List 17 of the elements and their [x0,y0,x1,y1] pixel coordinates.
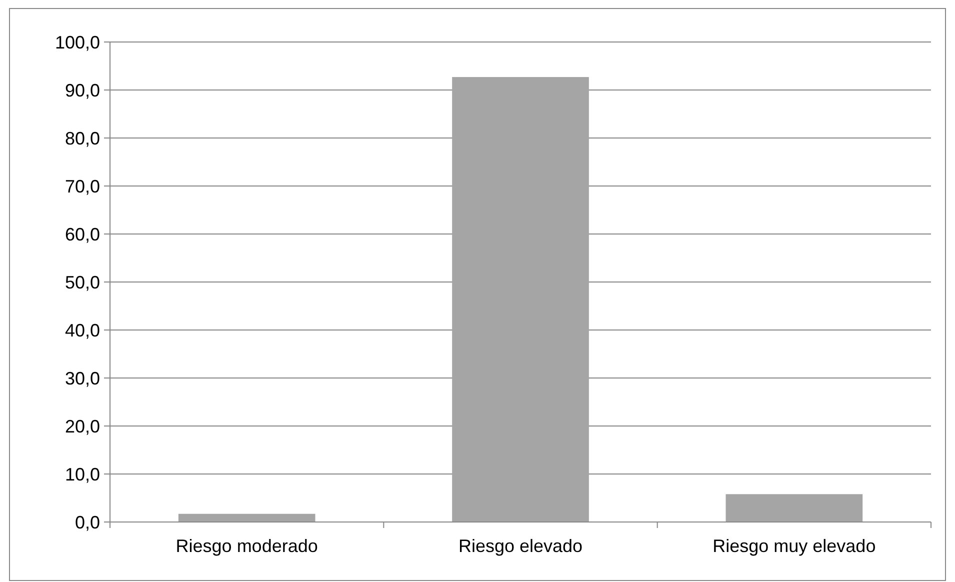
bar [178,514,316,522]
y-tick-label: 90,0 [64,80,100,100]
y-tick-label: 20,0 [64,416,100,436]
y-tick-label: 70,0 [64,176,100,196]
bar [452,77,589,522]
y-tick-label: 50,0 [64,272,100,292]
bar [726,494,863,522]
y-tick-label: 0,0 [74,512,100,532]
x-tick-label: Riesgo elevado [458,536,583,556]
y-tick-label: 10,0 [64,464,100,484]
y-tick-label: 30,0 [64,368,100,388]
x-tick-label: Riesgo muy elevado [712,536,876,556]
y-tick-label: 80,0 [64,128,100,148]
x-tick-label: Riesgo moderado [176,536,318,556]
y-tick-label: 100,0 [54,32,100,52]
y-tick-label: 60,0 [64,224,100,244]
y-tick-label: 40,0 [64,320,100,340]
